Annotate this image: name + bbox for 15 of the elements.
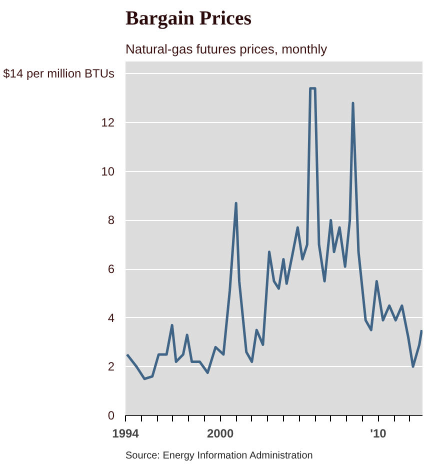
- chart-subtitle: Natural-gas futures prices, monthly: [126, 42, 328, 56]
- x-tick-label: 2000: [206, 426, 234, 440]
- y-tick-label: 8: [108, 213, 115, 228]
- line-series: [126, 87, 422, 380]
- y-tick-label: 4: [108, 310, 115, 325]
- y-tick-label: 12: [101, 116, 115, 130]
- y-tick-label: $14 per million BTUs: [3, 66, 114, 81]
- source-note: Source: Energy Information Administration: [126, 450, 313, 462]
- y-tick-label: 0: [108, 408, 115, 422]
- y-tick-label: 2: [108, 360, 115, 374]
- chart-title: Bargain Prices: [126, 8, 252, 30]
- y-tick-label: 10: [101, 164, 115, 178]
- x-tick-label: 1994: [112, 426, 140, 440]
- y-tick-label: 6: [108, 262, 115, 276]
- x-tick-label: '10: [370, 426, 387, 440]
